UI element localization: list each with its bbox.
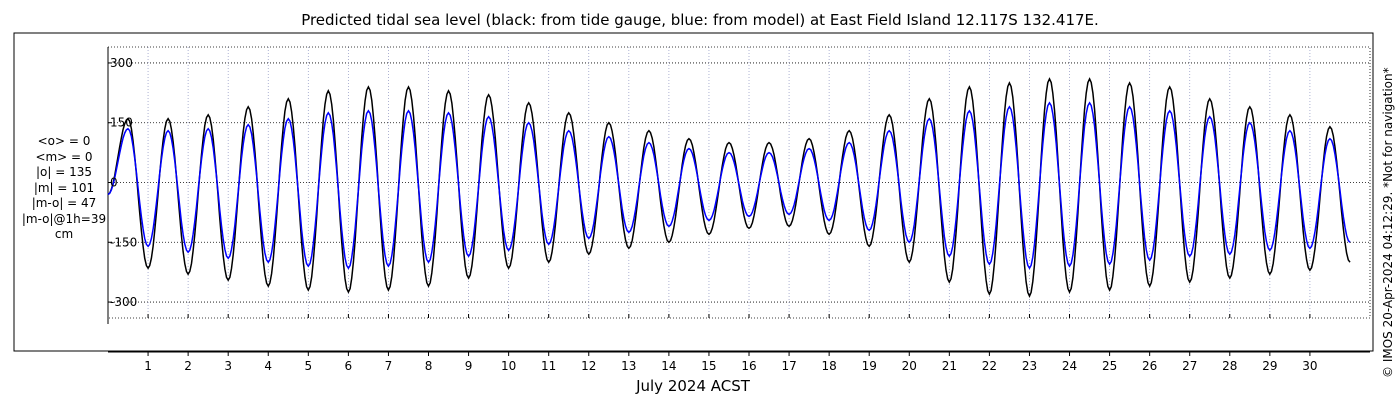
x-tick-label: 5	[304, 359, 312, 373]
stat-mean-model: <m> = 0	[35, 149, 93, 164]
x-tick-label: 19	[862, 359, 877, 373]
x-tick-label: 8	[425, 359, 433, 373]
series-line-from-tide-gauge	[107, 77, 1351, 298]
x-tick-label: 9	[465, 359, 473, 373]
x-tick-label: 21	[942, 359, 957, 373]
x-tick-label: 1	[144, 359, 152, 373]
x-tick-label: 25	[1102, 359, 1117, 373]
x-tick-label: 11	[541, 359, 556, 373]
y-tick-label: -300	[110, 295, 137, 309]
x-tick-label: 18	[822, 359, 837, 373]
x-tick-label: 10	[501, 359, 516, 373]
series-line-from-model	[107, 101, 1351, 270]
x-tick-label: 16	[741, 359, 756, 373]
x-tick-label: 15	[701, 359, 716, 373]
stat-abs-diff: |m-o| = 47	[31, 196, 97, 210]
stat-abs-obs: |o| = 135	[35, 165, 92, 179]
y-tick-label: 150	[110, 116, 133, 130]
x-tick-label: 27	[1182, 359, 1197, 373]
x-tick-label: 20	[902, 359, 917, 373]
axis-layer	[107, 46, 1371, 356]
grid-layer	[108, 47, 1370, 318]
stat-unit: cm	[54, 227, 74, 241]
x-tick-label: 13	[621, 359, 636, 373]
x-tick-label: 7	[385, 359, 393, 373]
series-layer	[107, 77, 1351, 298]
x-tick-label: 14	[661, 359, 676, 373]
x-tick-label: 3	[224, 359, 232, 373]
plot-box	[107, 46, 1371, 319]
y-tick-label: -150	[110, 235, 137, 249]
y-tick-label: 0	[110, 176, 118, 190]
x-tick-label: 12	[581, 359, 596, 373]
x-tick-label: 26	[1142, 359, 1157, 373]
x-tick-label: 22	[982, 359, 997, 373]
outer-frame	[13, 32, 1374, 352]
chart-title: Predicted tidal sea level (black: from t…	[301, 11, 1099, 29]
stats-panel: <o> = 0 <m> = 0 |o| = 135 |m| = 101 |m-o…	[12, 134, 116, 243]
x-tick-label: 24	[1062, 359, 1077, 373]
y-tick-label: 300	[110, 56, 133, 70]
watermark: © IMOS 20-Apr-2024 04:12:29. *Not for na…	[1381, 67, 1395, 378]
x-tick-label: 23	[1022, 359, 1037, 373]
stat-abs-diff-1h: |m-o|@1h=39	[21, 211, 107, 226]
x-tick-label: 29	[1262, 359, 1277, 373]
x-axis-label: July 2024 ACST	[635, 377, 751, 395]
x-tick-label: 6	[345, 359, 353, 373]
stat-abs-model: |m| = 101	[33, 180, 95, 195]
x-tick-label: 4	[264, 359, 272, 373]
x-tick-label: 30	[1302, 359, 1317, 373]
x-tick-label: 2	[184, 359, 192, 373]
x-tick-label: 17	[781, 359, 796, 373]
x-tick-label: 28	[1222, 359, 1237, 373]
stat-mean-obs: <o> = 0	[37, 134, 91, 148]
